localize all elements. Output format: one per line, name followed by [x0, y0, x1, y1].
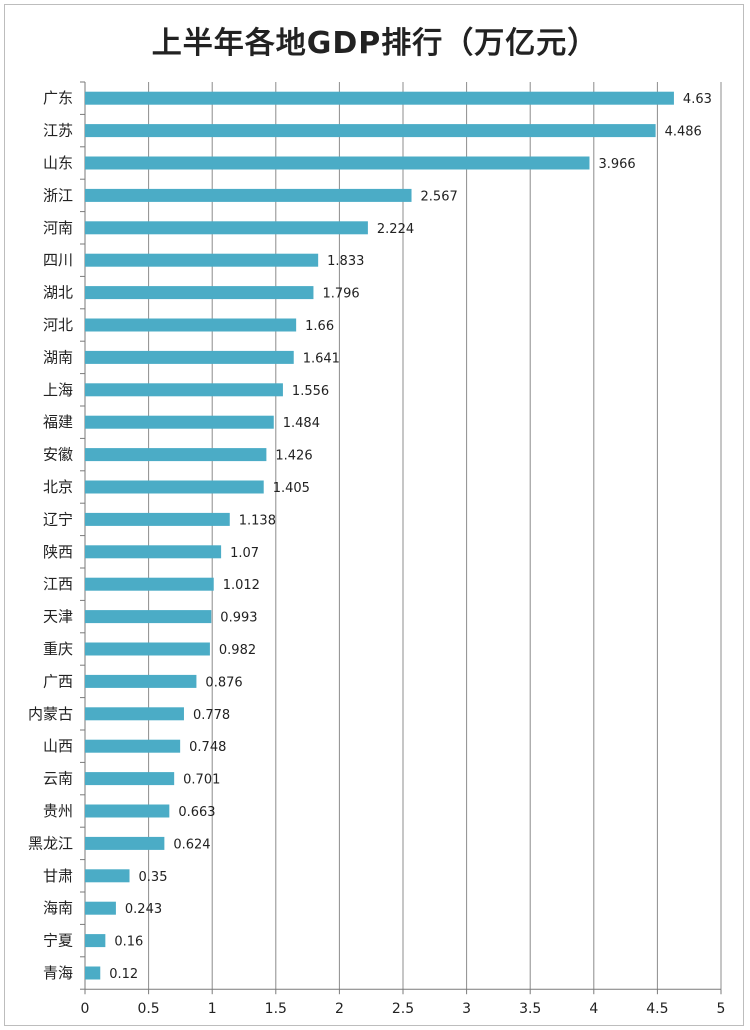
category-label: 福建: [43, 413, 73, 431]
category-label: 辽宁: [43, 510, 73, 528]
x-tick-label: 0: [81, 1001, 90, 1017]
value-label: 0.993: [220, 611, 257, 626]
value-label: 1.07: [230, 546, 259, 561]
bar: [85, 157, 589, 170]
grid-lines: [80, 82, 721, 994]
value-label: 0.663: [178, 805, 215, 820]
bar: [85, 124, 656, 137]
value-label: 0.624: [173, 837, 210, 852]
category-label: 浙江: [43, 186, 73, 204]
category-label: 北京: [43, 478, 73, 496]
bar: [85, 837, 164, 850]
bar: [85, 481, 264, 494]
bar: [85, 448, 266, 461]
value-label: 0.982: [219, 643, 256, 658]
bar: [85, 967, 100, 980]
category-label: 天津: [43, 608, 73, 626]
bar: [85, 416, 274, 429]
value-label: 1.556: [292, 384, 329, 399]
category-label: 河南: [43, 219, 73, 237]
value-label: 0.35: [139, 870, 168, 885]
category-label: 黑龙江: [28, 834, 73, 852]
bar: [85, 869, 130, 882]
category-label: 四川: [43, 251, 73, 269]
category-label: 青海: [43, 964, 73, 982]
category-label: 江西: [43, 575, 73, 593]
value-label: 1.833: [327, 254, 364, 269]
x-tick-label: 1: [208, 1001, 217, 1017]
category-label: 陕西: [43, 543, 73, 561]
value-label: 0.701: [183, 773, 220, 788]
bar: [85, 513, 230, 526]
category-label: 内蒙古: [28, 705, 73, 723]
bar: [85, 254, 318, 267]
bar: [85, 351, 294, 364]
category-label: 湖北: [43, 284, 73, 302]
x-tick-label: 5: [717, 1001, 726, 1017]
category-label: 云南: [43, 770, 73, 788]
bar: [85, 383, 283, 396]
value-label: 1.484: [283, 416, 320, 431]
value-label: 0.16: [114, 935, 143, 950]
value-label: 1.405: [273, 481, 310, 496]
category-label: 贵州: [43, 802, 73, 820]
category-label: 上海: [43, 381, 73, 399]
category-label: 河北: [43, 316, 73, 334]
category-label: 安徽: [43, 446, 73, 464]
value-label: 1.012: [223, 578, 260, 593]
x-tick-label: 0.5: [137, 1001, 159, 1017]
x-tick-label: 2.5: [392, 1001, 414, 1017]
value-label: 2.224: [377, 222, 414, 237]
bar: [85, 707, 184, 720]
bar: [85, 92, 674, 105]
bar: [85, 643, 210, 656]
value-label: 0.876: [205, 675, 242, 690]
category-label: 重庆: [43, 640, 73, 658]
category-label: 海南: [43, 899, 73, 917]
bar: [85, 805, 169, 818]
value-label: 1.138: [239, 513, 276, 528]
bar: [85, 221, 368, 234]
x-tick-label: 2: [335, 1001, 344, 1017]
bar: [85, 610, 211, 623]
category-label: 山西: [43, 737, 73, 755]
value-label: 2.567: [421, 189, 458, 204]
x-tick-label: 3.5: [519, 1001, 541, 1017]
bar: [85, 934, 105, 947]
x-tick-label: 3: [462, 1001, 471, 1017]
value-label: 3.966: [598, 157, 635, 172]
bar: [85, 578, 214, 591]
value-label: 0.748: [189, 740, 226, 755]
bar: [85, 772, 174, 785]
bar: [85, 319, 296, 332]
bar: [85, 740, 180, 753]
category-label: 广东: [43, 89, 73, 107]
category-label: 山东: [43, 154, 73, 172]
value-label: 4.486: [665, 125, 702, 140]
x-tick-label: 4.5: [646, 1001, 668, 1017]
bar: [85, 189, 412, 202]
value-label: 1.641: [303, 351, 340, 366]
category-label: 宁夏: [43, 932, 73, 950]
category-label: 湖南: [43, 348, 73, 366]
value-label: 1.426: [275, 449, 312, 464]
x-tick-label: 1.5: [265, 1001, 287, 1017]
value-label: 1.66: [305, 319, 334, 334]
x-tick-label: 4: [589, 1001, 598, 1017]
category-label: 江苏: [43, 122, 73, 140]
bar: [85, 545, 221, 558]
bar: [85, 675, 196, 688]
value-label: 1.796: [322, 287, 359, 302]
category-label: 广西: [43, 672, 73, 690]
value-label: 0.243: [125, 902, 162, 917]
value-label: 0.778: [193, 708, 230, 723]
category-label: 甘肃: [43, 867, 73, 885]
value-label: 0.12: [109, 967, 138, 982]
bar: [85, 902, 116, 915]
bar: [85, 286, 313, 299]
value-label: 4.63: [683, 92, 712, 107]
